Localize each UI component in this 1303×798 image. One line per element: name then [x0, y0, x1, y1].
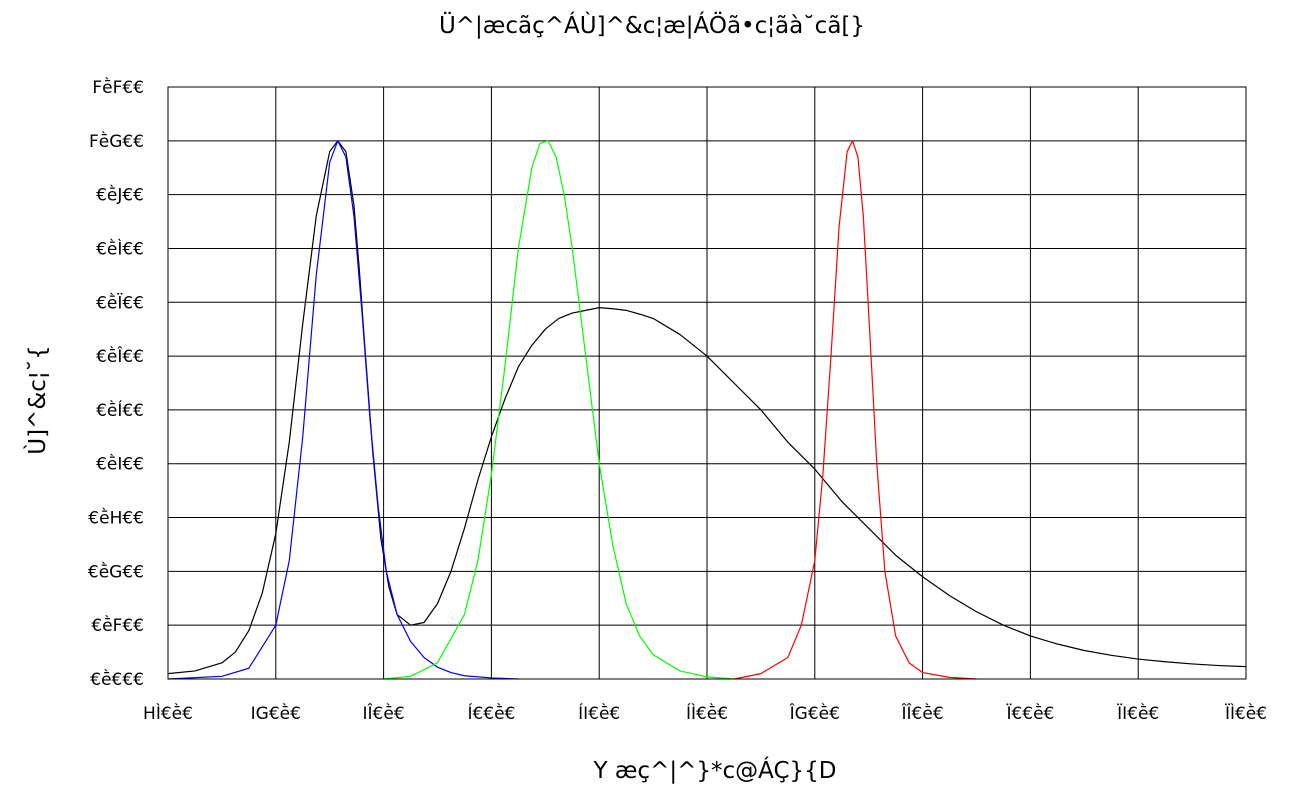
series-line-3: [383, 140, 734, 680]
x-tick-label: IÎ€ḕ€: [363, 702, 405, 724]
x-tick-label: ÍÌ€ḕ€: [686, 702, 728, 724]
y-tick-label: €ḕ€€€: [90, 668, 144, 690]
series-layer: [167, 140, 1247, 680]
y-tick-label: €ḕÏ€€: [96, 291, 144, 313]
y-tick-label: €ḕÌ€€: [96, 237, 144, 259]
y-tick-label: €ḕÍ€€: [96, 399, 144, 421]
y-tick-label: €ḕJ€€: [96, 184, 144, 206]
x-tick-label: ÎÎ€ḕ€: [901, 702, 944, 724]
y-tick-label: €ḕG€€: [88, 560, 144, 582]
x-tick-label: Í€€ḕ€: [467, 702, 515, 724]
series-line-2: [167, 140, 519, 680]
y-tick-label: €ḕÎ€€: [96, 345, 144, 367]
series-line-1: [167, 140, 1247, 675]
grid-layer: [167, 86, 1247, 680]
label-layer: HÌ€ḕ€ IG€ḕ€ IÎ€ḕ€ Í€€ḕ€ ÍI€ḕ€ ÍÌ€ḕ€ ÎG€ḕ€ ÎÎ€ḕ€…: [88, 76, 1267, 724]
y-tick-label: FḕG€€: [89, 130, 144, 152]
plot-area-frame: [167, 86, 1247, 680]
y-tick-label: €ḕF€€: [91, 614, 144, 636]
x-tick-label: ÏÌ€ḕ€: [1225, 702, 1267, 724]
x-tick-label: Ï€€ḕ€: [1006, 702, 1054, 724]
y-tick-label: FḕF€€: [92, 76, 144, 98]
chart-title: Ü^|æcãç^ÁÙ]^&c¦æ|ÁÖã•c¦ãà˘cã[}: [439, 11, 865, 39]
x-tick-label: ÏI€ḕ€: [1117, 702, 1159, 724]
x-tick-label: ÎG€ḕ€: [789, 702, 840, 724]
y-tick-label: €ḕI€€: [96, 453, 144, 475]
x-tick-label: ÍI€ḕ€: [578, 702, 620, 724]
x-tick-label: HÌ€ḕ€: [143, 702, 193, 724]
x-tick-label: IG€ḕ€: [251, 702, 301, 724]
x-axis-title: Y æç^|^}*c@ÁÇ}{D: [592, 756, 836, 784]
series-line-4: [733, 140, 977, 680]
y-axis-title: Ù]^&c¦˘{: [23, 345, 51, 455]
y-tick-label: €ḕH€€: [88, 507, 144, 529]
